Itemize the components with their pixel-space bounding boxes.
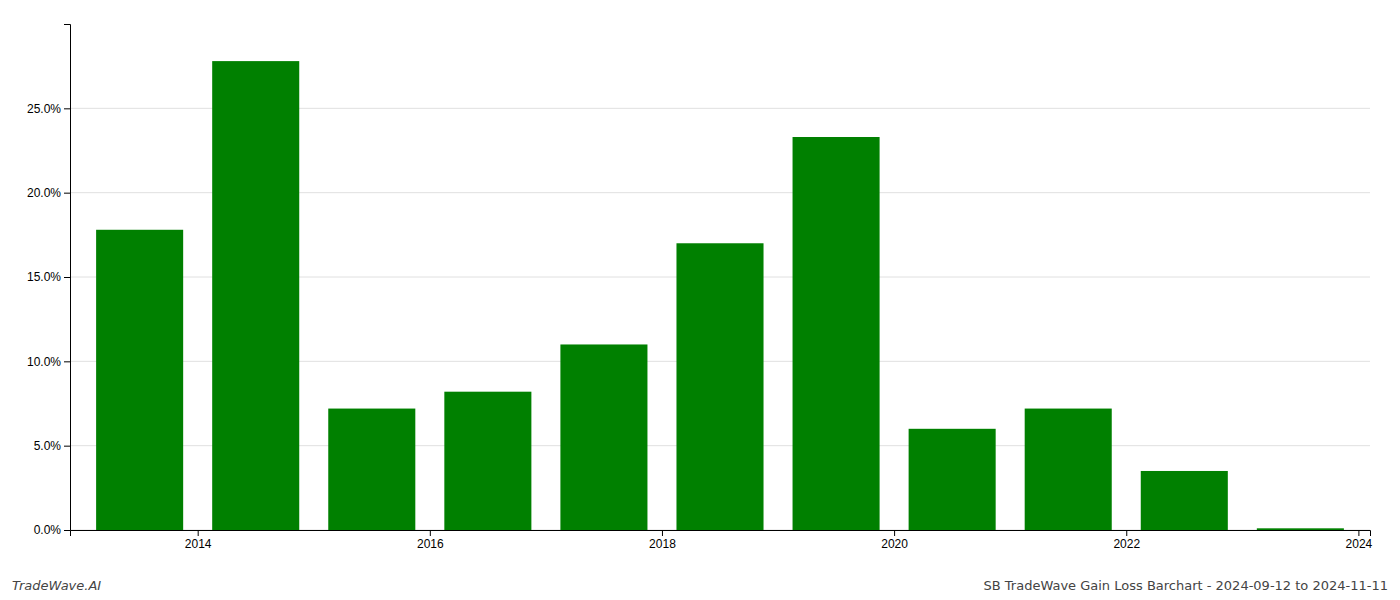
x-tick-label: 2014 xyxy=(185,537,212,551)
y-tick: 0.0% xyxy=(34,523,70,537)
y-tick-mark xyxy=(64,108,70,109)
y-tick-mark xyxy=(64,530,70,531)
x-tick-mark xyxy=(430,530,431,536)
x-tick-label: 2020 xyxy=(881,537,908,551)
bar xyxy=(444,392,531,530)
y-tick: 5.0% xyxy=(34,439,70,453)
bar xyxy=(676,243,763,530)
x-axis-line xyxy=(71,531,1371,537)
x-tick-label: 2016 xyxy=(417,537,444,551)
y-tick-mark xyxy=(64,446,70,447)
x-axis: 2014 2016 2018 2020 2022 2024 xyxy=(71,530,1373,551)
footer-right: SB TradeWave Gain Loss Barchart - 2024-0… xyxy=(984,578,1389,593)
y-tick-label: 5.0% xyxy=(34,439,62,453)
y-tick-label: 10.0% xyxy=(27,355,61,369)
y-tick-mark xyxy=(64,277,70,278)
x-tick: 2016 xyxy=(417,530,444,551)
y-axis-line xyxy=(64,25,71,531)
footer-left: TradeWave.AI xyxy=(12,578,101,593)
bar xyxy=(909,429,996,530)
bar xyxy=(328,409,415,530)
bar xyxy=(1141,471,1228,530)
y-tick: 10.0% xyxy=(27,355,70,369)
y-axis: 0.0% 5.0% 10.0% 15.0% 20.0% 25.0% xyxy=(27,25,71,538)
bar xyxy=(96,230,183,530)
x-tick: 2020 xyxy=(881,530,908,551)
x-tick: 2018 xyxy=(649,530,676,551)
x-tick-label: 2022 xyxy=(1113,537,1140,551)
x-tick-label: 2018 xyxy=(649,537,676,551)
bar xyxy=(793,137,880,530)
y-tick: 15.0% xyxy=(27,270,70,284)
bar xyxy=(1257,528,1344,530)
bar xyxy=(1025,409,1112,530)
y-tick-mark xyxy=(64,361,70,362)
x-tick-mark xyxy=(1126,530,1127,536)
x-tick-label: 2024 xyxy=(1346,537,1373,551)
x-tick-mark xyxy=(198,530,199,536)
plot: 2014 2016 2018 2020 2022 2024 0.0% 5.0% 10.0% 15.… xyxy=(27,25,1373,551)
x-tick-mark xyxy=(662,530,663,536)
y-tick: 20.0% xyxy=(27,186,70,200)
y-tick-label: 20.0% xyxy=(27,186,61,200)
y-tick-label: 25.0% xyxy=(27,102,61,116)
x-tick: 2022 xyxy=(1113,530,1140,551)
x-tick: 2014 xyxy=(185,530,212,551)
bar xyxy=(560,344,647,530)
y-tick-label: 15.0% xyxy=(27,270,61,284)
bars xyxy=(96,61,1344,530)
y-tick-label: 0.0% xyxy=(34,523,62,537)
chart: 2014 2016 2018 2020 2022 2024 0.0% 5.0% 10.0% 15.… xyxy=(0,0,1400,600)
y-tick: 25.0% xyxy=(27,102,70,116)
x-tick-mark xyxy=(1358,530,1359,536)
bar xyxy=(212,61,299,530)
y-tick-mark xyxy=(64,193,70,194)
x-tick-mark xyxy=(894,530,895,536)
x-tick: 2024 xyxy=(1346,530,1373,551)
